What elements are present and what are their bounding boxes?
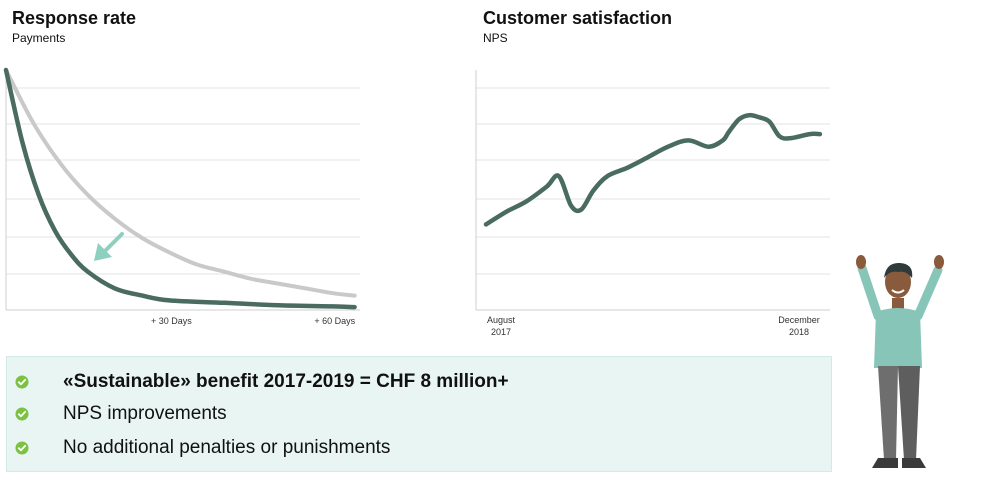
series-line [483,112,823,227]
cheering-person-illustration [856,255,944,468]
benefit-item: NPS improvements [7,399,827,429]
series-line [4,68,357,298]
x-tick-label: 2017 [491,327,511,337]
response-rate-title: Response rate [12,8,137,28]
benefit-item: No additional penalties or punishments [7,433,827,463]
x-tick-label: 2018 [789,327,809,337]
x-tick-label: August [487,315,516,325]
customer-satisfaction-title: Customer satisfaction [483,8,673,28]
benefit-label: «Sustainable» benefit 2017-2019 = CHF 8 … [63,371,509,392]
x-tick-label: December [778,315,820,325]
check-circle-icon [15,375,29,389]
customer-satisfaction-chart: August 2017 December 2018 [475,70,830,337]
response-rate-subtitle: Payments [12,31,66,45]
x-tick-label: + 60 Days [314,316,355,326]
benefit-label: NPS improvements [63,403,227,424]
check-circle-icon [15,441,29,455]
benefit-label: No additional penalties or punishments [63,437,391,458]
x-tick-label: + 30 Days [151,316,192,326]
check-circle-icon [15,407,29,421]
customer-satisfaction-subtitle: NPS [483,31,508,45]
response-rate-chart: + 30 Days + 60 Days [3,67,360,326]
benefit-item: «Sustainable» benefit 2017-2019 = CHF 8 … [7,367,827,397]
series-line [3,67,357,310]
annotation-arrow-shaft [102,232,124,254]
benefits-panel: «Sustainable» benefit 2017-2019 = CHF 8 … [6,356,832,472]
annotation-arrow-head [94,243,112,261]
